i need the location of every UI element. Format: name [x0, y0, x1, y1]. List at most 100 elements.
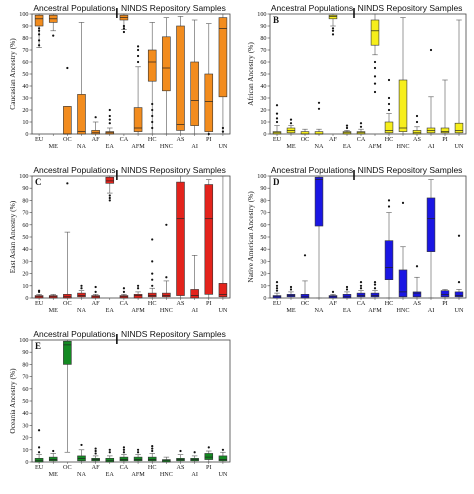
x-tick-label: OC: [63, 300, 72, 307]
outlier-point: [457, 281, 461, 284]
box-body: [48, 456, 58, 462]
x-tick-label: PI: [206, 136, 212, 143]
box-AI: [426, 48, 436, 135]
box-body: [77, 94, 86, 135]
x-tick-label: EU: [273, 300, 282, 307]
outlier-point: [179, 449, 182, 453]
x-tick-label: ME: [286, 307, 296, 314]
x-tick-label: HNC: [396, 307, 409, 314]
x-tick-label: EA: [106, 307, 115, 314]
y-tick-label: 100: [257, 11, 266, 18]
outlier-point: [94, 116, 97, 119]
box-NA: [77, 443, 86, 463]
y-tick-label: 30: [22, 95, 28, 102]
x-tick-label: ME: [286, 143, 296, 150]
outlier-point: [37, 429, 41, 432]
header-ancestral: Ancestral Populations: [271, 3, 353, 13]
header-ninds: NINDS Repository Samples: [121, 329, 226, 339]
box-body: [218, 455, 228, 462]
x-tick-label: CA: [120, 136, 129, 143]
x-tick-label: EU: [35, 464, 44, 471]
box-AFM: [370, 281, 380, 299]
box-body: [105, 458, 115, 463]
outlier-point: [136, 284, 140, 287]
x-tick-label: AF: [329, 136, 337, 143]
outlier-point: [151, 108, 154, 112]
x-tick-label: HC: [385, 300, 394, 307]
outlier-point: [66, 66, 69, 70]
box-body: [426, 197, 436, 252]
x-tick-label: HNC: [160, 307, 173, 314]
x-tick-label: EU: [273, 136, 282, 143]
x-tick-label: AFM: [368, 143, 382, 150]
outlier-point: [37, 29, 41, 32]
y-tick-label: 70: [260, 210, 266, 217]
outlier-point: [122, 290, 126, 293]
outlier-point: [94, 449, 97, 453]
x-tick-label: AS: [177, 136, 185, 143]
outlier-point: [52, 34, 55, 37]
box-body: [91, 130, 100, 135]
box-AF: [91, 447, 100, 463]
header-ancestral: Ancestral Populations: [33, 3, 115, 13]
y-tick-label: 20: [22, 435, 28, 442]
y-tick-label: 0: [263, 295, 266, 302]
box-body: [440, 290, 450, 298]
box-EU: [272, 281, 282, 299]
outlier-point: [207, 132, 210, 136]
x-tick-label: AFM: [131, 471, 145, 478]
box-body: [133, 294, 143, 299]
box-body: [63, 106, 72, 135]
panel-A: Ancestral Populations NINDS Repository Sa…: [8, 3, 231, 150]
outlier-point: [275, 281, 279, 284]
box-PI: [440, 79, 450, 135]
outlier-point: [457, 234, 461, 237]
box-AF: [328, 290, 338, 299]
box-ME: [48, 294, 58, 299]
outlier-point: [37, 44, 41, 47]
y-tick-label: 60: [22, 222, 28, 229]
y-tick-label: 30: [260, 258, 266, 265]
outlier-point: [122, 30, 126, 34]
box-body: [398, 269, 408, 298]
box-OC: [300, 128, 310, 135]
box-UN: [454, 234, 464, 299]
x-tick-label: EU: [35, 300, 44, 307]
box-UN: [454, 19, 464, 135]
y-tick-label: 50: [260, 234, 266, 241]
outlier-point: [221, 448, 225, 451]
box-body: [314, 176, 324, 227]
y-tick-label: 80: [260, 35, 266, 42]
box-AI: [190, 451, 199, 463]
box-AI: [190, 255, 199, 299]
outlier-point: [207, 446, 210, 449]
box-body: [63, 340, 72, 365]
x-tick-label: AS: [177, 464, 185, 471]
outlier-point: [387, 199, 391, 202]
x-tick-label: EU: [35, 136, 44, 143]
y-tick-label: 0: [25, 459, 28, 466]
y-tick-label: 60: [260, 59, 266, 66]
box-NA: [314, 101, 324, 135]
x-tick-label: CA: [357, 300, 366, 307]
outlier-point: [373, 82, 377, 85]
outlier-point: [66, 182, 69, 185]
y-tick-label: 90: [260, 23, 266, 30]
outlier-point: [151, 272, 154, 275]
outlier-point: [108, 108, 111, 112]
box-HNC: [162, 456, 171, 463]
y-axis-label: East Asian Ancestry (%): [8, 200, 17, 273]
outlier-point: [122, 446, 126, 449]
box-body: [34, 458, 44, 463]
box-body: [412, 291, 422, 298]
box-AS: [412, 114, 422, 135]
x-tick-label: AF: [92, 464, 100, 471]
outlier-point: [136, 448, 140, 451]
box-body: [328, 14, 338, 20]
outlier-point: [359, 122, 363, 125]
outlier-point: [415, 265, 419, 268]
y-tick-label: 100: [19, 11, 28, 18]
panel-B: Ancestral Populations NINDS Repository Sa…: [246, 3, 467, 150]
x-tick-label: AI: [191, 307, 198, 314]
